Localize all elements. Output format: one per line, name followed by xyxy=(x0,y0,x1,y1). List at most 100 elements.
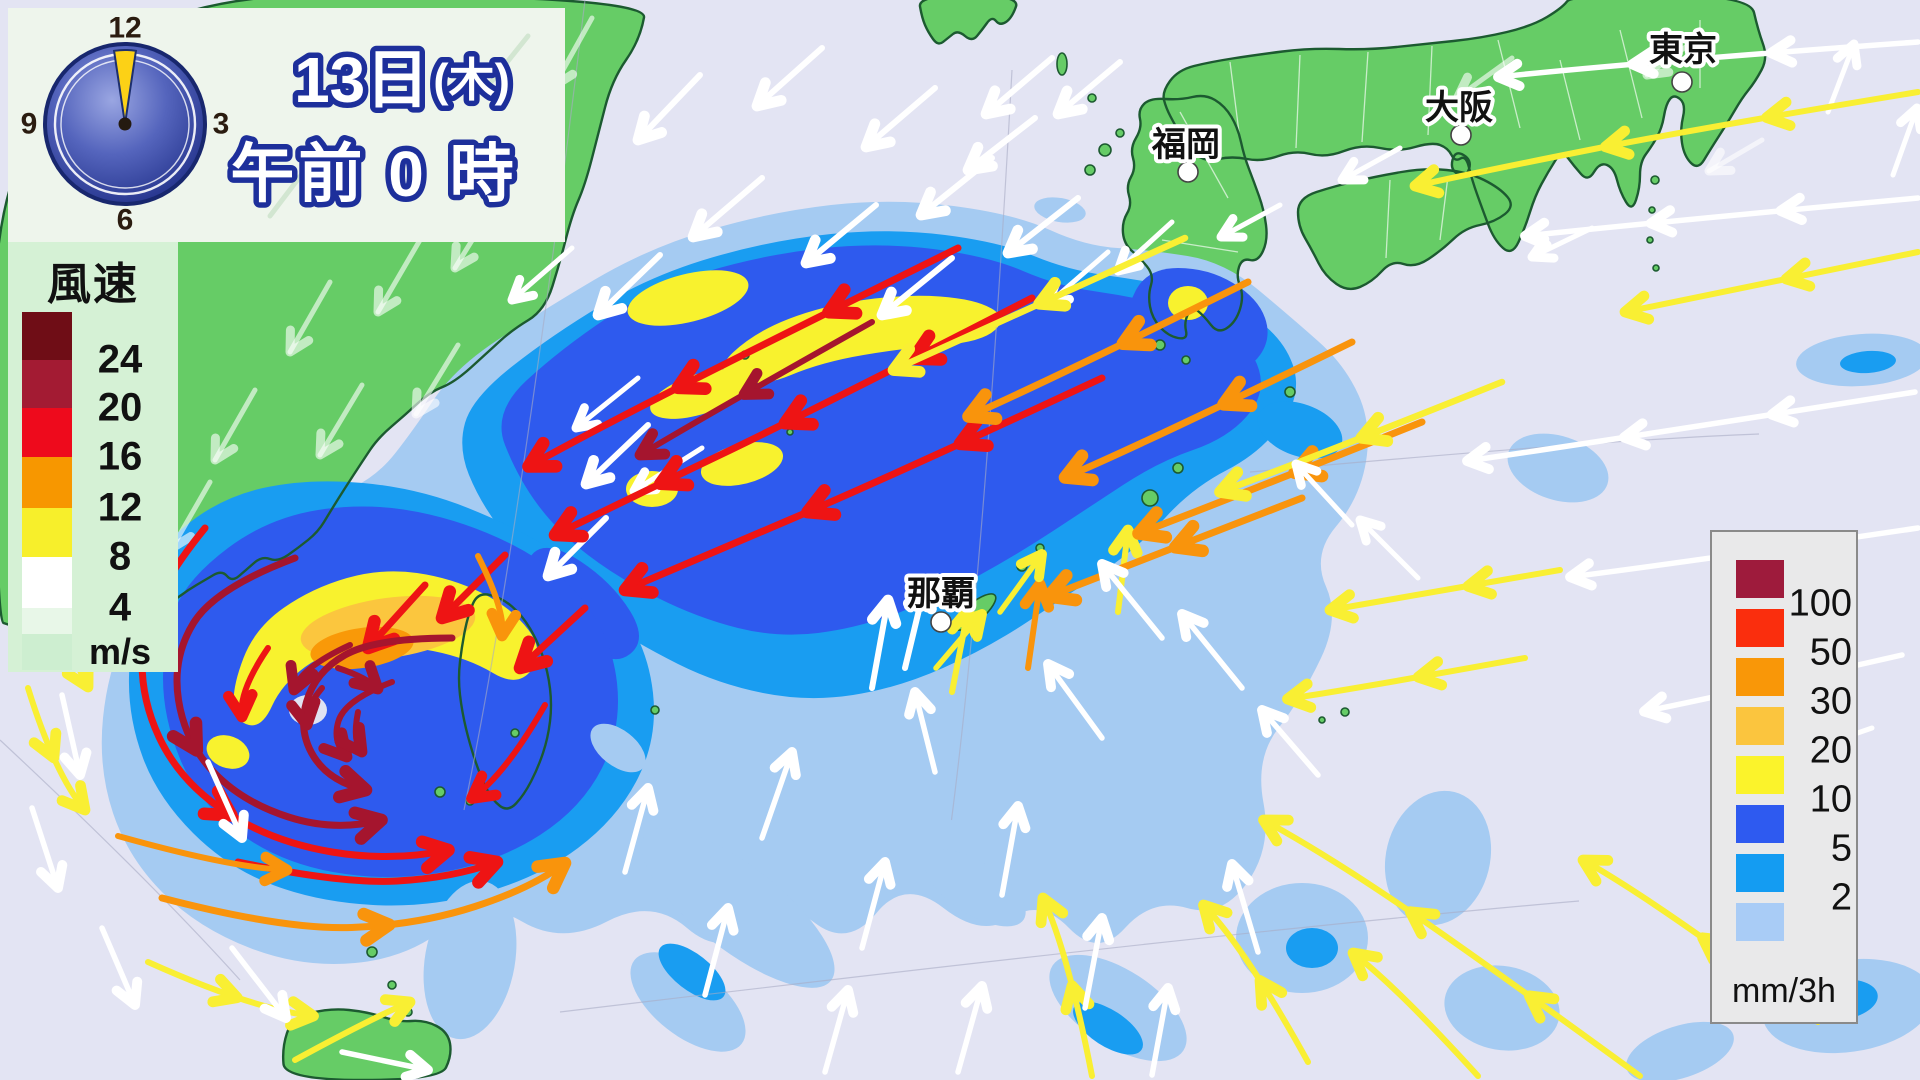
wind-arrow-head xyxy=(863,857,896,890)
wind-arrow-head xyxy=(1627,46,1659,79)
wind-arrow-head xyxy=(1337,156,1369,185)
wind-arrow-head xyxy=(955,609,987,642)
wind-arrow-head xyxy=(962,388,1003,425)
rain-area xyxy=(1049,954,1187,1062)
wind-arrow-head xyxy=(1258,814,1294,847)
precip-color-swatch xyxy=(1736,707,1784,745)
wind-color-swatch xyxy=(22,508,72,557)
city-label: 大阪 xyxy=(1425,89,1493,127)
rain-area xyxy=(641,828,835,988)
wind-arrow-head xyxy=(1462,565,1497,600)
wind-arrow-head xyxy=(1042,569,1083,607)
wind-arrow-head xyxy=(626,783,659,816)
wind-arrow xyxy=(545,515,609,579)
wind-arrow xyxy=(1099,561,1165,641)
precip-color-swatch xyxy=(1736,658,1784,696)
small-island xyxy=(1115,128,1125,138)
wind-arrow-head xyxy=(1766,395,1799,428)
wind-arrow-head xyxy=(333,765,373,804)
wind-arrow-head xyxy=(166,716,204,757)
wind-arrow xyxy=(965,115,1038,173)
wind-arrow xyxy=(339,1049,431,1073)
wind-arrow-head xyxy=(1282,678,1317,713)
small-island xyxy=(1284,386,1296,398)
wind-arrow-head xyxy=(1780,257,1816,292)
small-island xyxy=(1646,236,1654,244)
wind-arrow-head xyxy=(486,607,522,642)
wind-color-swatch xyxy=(22,557,72,608)
wind-arrow-head xyxy=(1291,459,1322,490)
precip-color-swatch xyxy=(1736,805,1784,843)
wind-arrow-head xyxy=(1412,656,1448,691)
wind-arrow xyxy=(1644,35,1701,78)
small-island xyxy=(1172,462,1184,474)
wind-arrow xyxy=(59,692,83,778)
rain-area xyxy=(1128,268,1268,379)
small-island xyxy=(1650,175,1660,185)
wind-arrow-head xyxy=(1002,224,1038,259)
precip-legend-value: 5 xyxy=(1830,827,1852,869)
wind-arrow-head xyxy=(634,428,671,461)
wind-arrow-head xyxy=(1222,859,1254,892)
wind-arrow-head xyxy=(980,85,1016,120)
wind-arrow xyxy=(1495,39,1920,80)
wind-arrow xyxy=(509,245,575,303)
small-island xyxy=(434,786,446,798)
wind-color-swatch xyxy=(22,408,72,457)
wind-arrow-head xyxy=(1015,549,1047,583)
wind-arrow-head xyxy=(1177,609,1209,642)
wind-arrow-head xyxy=(1704,147,1736,176)
wind-arrow-head xyxy=(962,141,998,176)
precip-color-swatch xyxy=(1736,854,1784,892)
rain-area xyxy=(163,506,618,877)
small-island xyxy=(1648,206,1656,214)
wind-arrow-head xyxy=(207,973,243,1008)
wind-arrow-head xyxy=(876,286,912,321)
wind-arrow-head xyxy=(1409,164,1445,199)
wind-arrow-head xyxy=(618,561,659,599)
wind-arrow xyxy=(863,85,938,150)
wind-arrow xyxy=(997,551,1045,615)
small-island xyxy=(1652,264,1660,272)
wind-arrow xyxy=(1040,895,1095,1079)
rain-area xyxy=(206,735,250,769)
rain-area xyxy=(1073,1001,1143,1055)
wind-arrow xyxy=(622,785,651,875)
wind-arrow xyxy=(1005,195,1081,256)
wind-arrow xyxy=(869,597,891,691)
city-marker xyxy=(1671,71,1693,93)
wind-arrow-head xyxy=(315,428,344,460)
wind-arrow-head xyxy=(56,780,91,816)
wind-arrow xyxy=(29,805,61,891)
wind-arrow xyxy=(1045,661,1105,741)
wind-arrow xyxy=(890,234,1189,374)
wind-arrow xyxy=(690,175,765,240)
wind-arrow-head xyxy=(1035,892,1069,929)
precip-legend-value: 30 xyxy=(1809,680,1852,722)
wind-arrow xyxy=(583,422,651,487)
wind-arrow-head xyxy=(1404,906,1441,940)
wind-arrow-head xyxy=(1775,192,1807,226)
wind-arrow-head xyxy=(1639,691,1672,724)
wind-arrow-head xyxy=(1148,983,1181,1016)
wind-arrow-head xyxy=(218,809,249,843)
wind-arrow-head xyxy=(285,996,319,1031)
wind-arrow xyxy=(173,554,385,829)
wind-arrow-head xyxy=(450,241,479,273)
wind-arrow xyxy=(822,987,851,1075)
wind-arrow-head xyxy=(1600,125,1635,160)
wind-arrow-head xyxy=(1453,72,1485,102)
wind-arrow xyxy=(212,387,258,463)
wind-arrow-head xyxy=(592,285,628,321)
wind-speed-legend: 風速 24 20 16 12 8 4 m/s xyxy=(8,242,178,672)
small-island xyxy=(1181,355,1191,365)
small-island xyxy=(1340,707,1350,717)
wind-arrow xyxy=(1055,59,1123,117)
wind-arrow-head xyxy=(1116,314,1157,352)
wind-arrow-head xyxy=(522,436,563,473)
small-island xyxy=(510,728,520,738)
city-marker xyxy=(930,611,952,633)
precip-color-swatch xyxy=(1736,756,1784,794)
wind-legend-value: 20 xyxy=(97,385,143,430)
